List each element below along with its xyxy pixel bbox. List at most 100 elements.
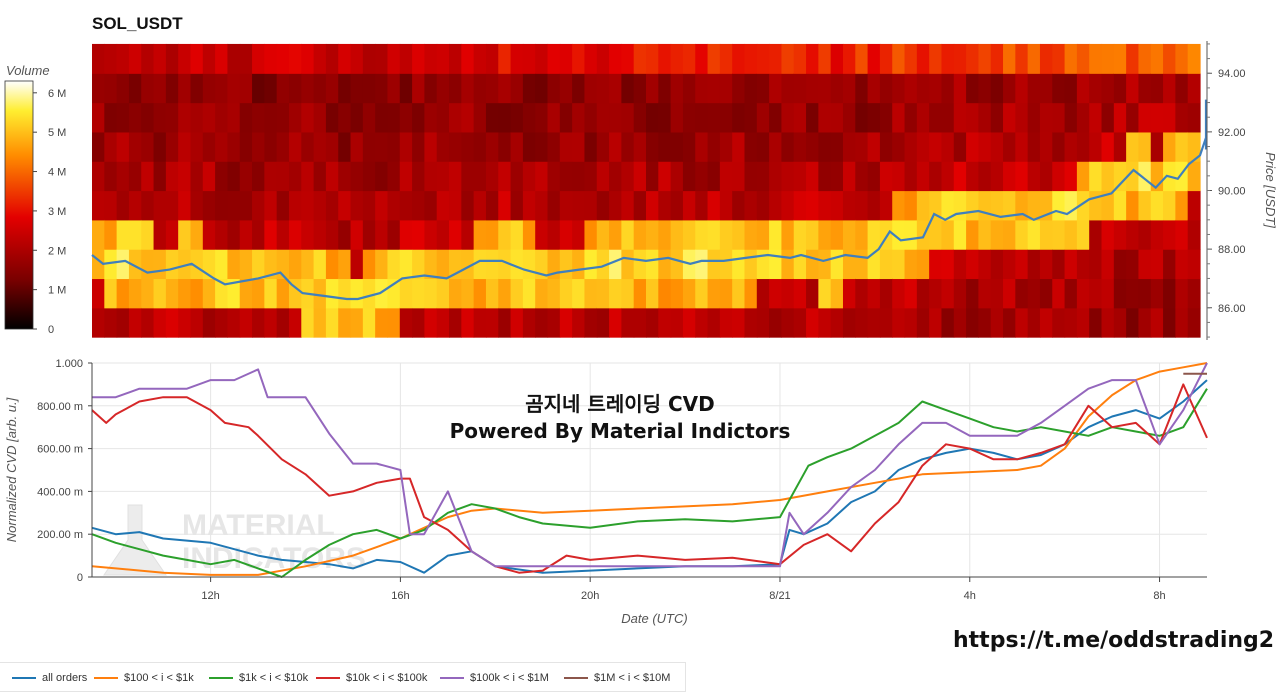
- legend-label: all orders: [42, 672, 88, 684]
- legend-item[interactable]: $100k < i < $1M: [440, 672, 549, 684]
- heatmap-cell: [966, 43, 979, 74]
- volume-heatmap: [92, 43, 1201, 338]
- heatmap-cell: [449, 131, 462, 162]
- heatmap-cell: [412, 161, 425, 192]
- heatmap-cell: [190, 249, 204, 280]
- heatmap-cell: [719, 43, 733, 74]
- heatmap-cell: [941, 73, 955, 104]
- heatmap-cell: [436, 307, 450, 338]
- heatmap-cell: [153, 307, 167, 338]
- heatmap-cell: [953, 102, 967, 133]
- heatmap-cell: [190, 102, 204, 133]
- heatmap-cell: [756, 43, 770, 74]
- heatmap-cell: [449, 307, 462, 338]
- heatmap-cell: [449, 278, 462, 309]
- heatmap-cell: [1187, 249, 1201, 280]
- heatmap-cell: [855, 131, 869, 162]
- heatmap-cell: [732, 219, 746, 250]
- heatmap-cell: [646, 307, 659, 338]
- heatmap-cell: [510, 131, 524, 162]
- legend-item[interactable]: $10k < i < $100k: [316, 672, 427, 684]
- colorbar-tick-label: 0: [48, 324, 54, 336]
- heatmap-cell: [596, 43, 610, 74]
- heatmap-cell: [215, 102, 229, 133]
- heatmap-cell: [325, 102, 339, 133]
- legend-swatch: [209, 677, 233, 679]
- heatmap-cell: [498, 219, 512, 250]
- heatmap-cell: [547, 190, 561, 221]
- heatmap-cell: [1175, 73, 1189, 104]
- heatmap-cell: [744, 278, 758, 309]
- heatmap-cell: [621, 73, 635, 104]
- heatmap-cell: [929, 43, 943, 74]
- heatmap-cell: [116, 219, 130, 250]
- heatmap-cell: [498, 190, 512, 221]
- heatmap-cell: [670, 249, 684, 280]
- heatmap-cell: [978, 131, 992, 162]
- heatmap-cell: [830, 249, 844, 280]
- heatmap-cell: [879, 131, 893, 162]
- heatmap-cell: [547, 161, 561, 192]
- heatmap-cell: [584, 131, 598, 162]
- heatmap-cell: [892, 307, 906, 338]
- heatmap-cell: [818, 161, 832, 192]
- heatmap-cell: [781, 161, 795, 192]
- heatmap-cell: [892, 219, 906, 250]
- heatmap-cell: [1175, 190, 1189, 221]
- legend-item[interactable]: $1k < i < $10k: [209, 672, 308, 684]
- heatmap-cell: [325, 307, 339, 338]
- telegram-link[interactable]: https://t.me/oddstrading2: [953, 628, 1275, 653]
- heatmap-cell: [116, 73, 130, 104]
- heatmap-cell: [264, 131, 278, 162]
- cvd-y-tick-label: 200.00 m: [37, 529, 83, 541]
- heatmap-cell: [1101, 131, 1115, 162]
- heatmap-cell: [793, 307, 807, 338]
- heatmap-cell: [141, 278, 155, 309]
- heatmap-cell: [215, 278, 229, 309]
- heatmap-cell: [449, 102, 462, 133]
- legend-item[interactable]: $100 < i < $1k: [94, 672, 194, 684]
- heatmap-cell: [1163, 73, 1176, 104]
- heatmap-cell: [288, 161, 302, 192]
- heatmap-cell: [1064, 131, 1078, 162]
- heatmap-cell: [867, 307, 881, 338]
- heatmap-cell: [239, 278, 253, 309]
- legend-item[interactable]: $1M < i < $10M: [564, 672, 670, 684]
- heatmap-cell: [1187, 131, 1201, 162]
- heatmap-cell: [1089, 131, 1103, 162]
- heatmap-cell: [806, 161, 819, 192]
- heatmap-cell: [966, 73, 979, 104]
- heatmap-cell: [756, 161, 770, 192]
- heatmap-cell: [424, 249, 438, 280]
- heatmap-cell: [695, 307, 709, 338]
- heatmap-cell: [990, 131, 1004, 162]
- heatmap-cell: [658, 102, 672, 133]
- heatmap-cell: [510, 219, 524, 250]
- legend-label: $1M < i < $10M: [594, 672, 671, 684]
- heatmap-cell: [424, 43, 438, 74]
- heatmap-cell: [621, 278, 635, 309]
- heatmap-cell: [916, 131, 930, 162]
- colorbar-tick-label: 5 M: [48, 127, 66, 139]
- heatmap-cell: [855, 219, 869, 250]
- heatmap-cell: [375, 190, 389, 221]
- heatmap-cell: [104, 102, 118, 133]
- heatmap-cell: [572, 278, 586, 309]
- heatmap-cell: [227, 102, 241, 133]
- heatmap-cell: [744, 219, 758, 250]
- heatmap-cell: [522, 190, 536, 221]
- heatmap-cell: [695, 43, 709, 74]
- heatmap-cell: [990, 102, 1004, 133]
- heatmap-cell: [399, 161, 413, 192]
- heatmap-cell: [165, 73, 179, 104]
- heatmap-cell: [670, 73, 684, 104]
- heatmap-cell: [609, 73, 622, 104]
- heatmap-cell: [1064, 102, 1078, 133]
- heatmap-cell: [1163, 131, 1176, 162]
- heatmap-cell: [781, 102, 795, 133]
- heatmap-cell: [879, 307, 893, 338]
- heatmap-cell: [929, 278, 943, 309]
- legend-item[interactable]: all orders: [12, 672, 87, 684]
- heatmap-cell: [842, 73, 856, 104]
- heatmap-cell: [1064, 219, 1078, 250]
